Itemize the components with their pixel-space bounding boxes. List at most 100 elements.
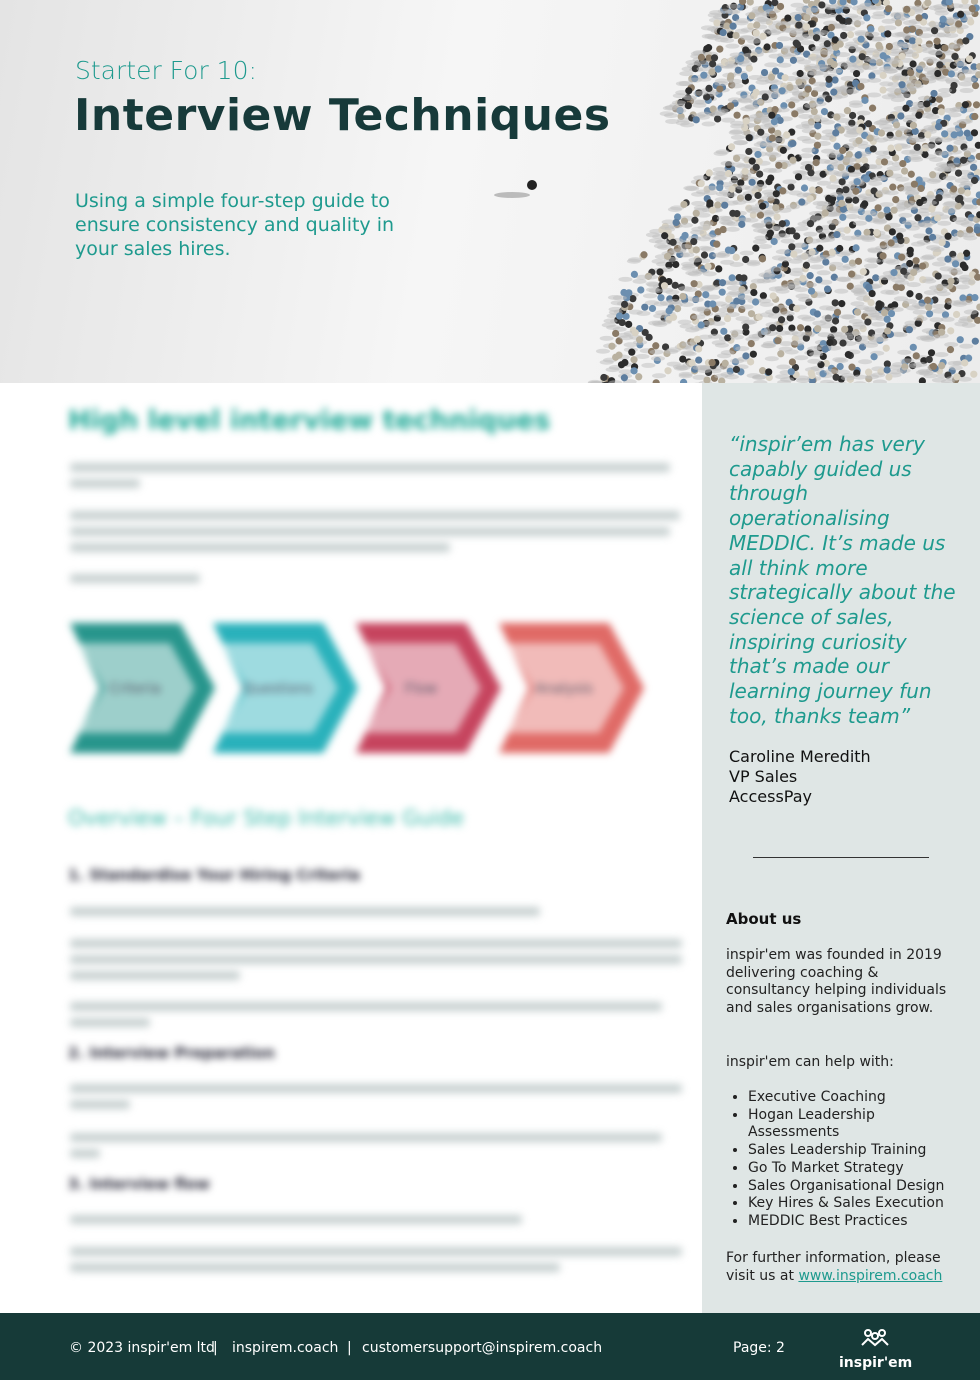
crowd-person bbox=[783, 131, 791, 139]
crowd-shadow bbox=[628, 309, 643, 315]
crowd-shadow bbox=[872, 11, 887, 17]
crowd-shadow bbox=[882, 136, 897, 142]
crowd-person bbox=[859, 268, 867, 276]
crowd-person bbox=[974, 273, 980, 281]
crowd-shadow bbox=[727, 280, 742, 286]
crowd-shadow bbox=[820, 119, 835, 125]
crowd-shadow bbox=[800, 161, 815, 167]
crowd-person bbox=[742, 352, 750, 360]
crowd-shadow bbox=[827, 4, 842, 10]
crowd-person bbox=[918, 377, 926, 383]
crowd-person bbox=[912, 352, 920, 360]
crowd-shadow bbox=[949, 43, 964, 49]
crowd-shadow bbox=[931, 308, 946, 314]
crowd-shadow bbox=[949, 107, 964, 113]
crowd-shadow bbox=[608, 306, 623, 312]
crowd-shadow bbox=[821, 314, 836, 320]
crowd-person bbox=[830, 60, 838, 69]
crowd-person bbox=[680, 200, 688, 209]
crowd-shadow bbox=[863, 306, 878, 312]
author-company: AccessPay bbox=[729, 787, 812, 806]
crowd-person bbox=[706, 199, 714, 207]
crowd-shadow bbox=[958, 182, 973, 188]
crowd-person bbox=[900, 267, 908, 275]
crowd-person bbox=[813, 141, 822, 149]
crowd-shadow bbox=[940, 379, 955, 383]
crowd-shadow bbox=[946, 127, 961, 133]
crowd-person bbox=[720, 327, 728, 335]
crowd-person bbox=[771, 0, 779, 7]
crowd-person bbox=[831, 76, 839, 84]
crowd-shadow bbox=[807, 70, 822, 76]
crowd-person bbox=[951, 260, 960, 268]
crowd-person bbox=[745, 147, 753, 156]
crowd-shadow bbox=[605, 367, 620, 373]
crowd-person bbox=[833, 113, 841, 121]
crowd-shadow bbox=[603, 318, 618, 324]
crowd-person bbox=[966, 226, 974, 234]
crowd-shadow bbox=[780, 238, 795, 244]
crowd-shadow bbox=[959, 343, 974, 349]
crowd-person bbox=[859, 165, 867, 174]
crowd-person bbox=[915, 46, 923, 54]
crowd-shadow bbox=[755, 79, 770, 85]
crowd-shadow bbox=[644, 274, 659, 280]
blurred-line bbox=[70, 907, 540, 916]
crowd-person bbox=[737, 55, 745, 63]
crowd-shadow bbox=[876, 155, 891, 161]
crowd-person bbox=[679, 355, 687, 363]
crowd-shadow bbox=[793, 242, 808, 248]
crowd-shadow bbox=[882, 25, 897, 31]
crowd-shadow bbox=[665, 289, 680, 295]
crowd-person bbox=[748, 12, 756, 20]
about-text: inspir'em was founded in 2019 delivering… bbox=[726, 947, 947, 1017]
crowd-shadow bbox=[812, 86, 827, 92]
crowd-person bbox=[674, 213, 682, 221]
crowd-person bbox=[802, 261, 811, 269]
crowd-shadow bbox=[700, 25, 715, 31]
crowd-person bbox=[637, 286, 645, 294]
title: Interview Techniques bbox=[74, 90, 611, 141]
crowd-shadow bbox=[836, 369, 851, 375]
crowd-person bbox=[617, 361, 626, 369]
crowd-shadow bbox=[725, 226, 740, 232]
crowd-shadow bbox=[959, 88, 974, 94]
crowd-person bbox=[777, 350, 785, 358]
crowd-person bbox=[857, 35, 865, 43]
crowd-shadow bbox=[776, 233, 791, 239]
crowd-shadow bbox=[841, 314, 856, 320]
crowd-person bbox=[934, 272, 942, 280]
crowd-person bbox=[714, 65, 722, 73]
crowd-shadow bbox=[712, 167, 727, 173]
crowd-shadow bbox=[701, 320, 716, 326]
website-link[interactable]: www.inspirem.coach bbox=[798, 1267, 943, 1284]
crowd-person bbox=[865, 214, 873, 222]
crowd-person bbox=[729, 22, 737, 30]
crowd-shadow bbox=[784, 51, 799, 57]
crowd-shadow bbox=[796, 254, 811, 260]
crowd-person bbox=[839, 339, 847, 347]
crowd-person bbox=[763, 43, 771, 51]
crowd-person bbox=[692, 209, 700, 217]
crowd-person bbox=[794, 173, 803, 181]
crowd-shadow bbox=[809, 351, 824, 357]
crowd-shadow bbox=[702, 234, 717, 240]
crowd-shadow bbox=[682, 263, 697, 269]
crowd-person bbox=[831, 317, 840, 325]
crowd-person bbox=[833, 142, 841, 150]
crowd-person bbox=[768, 111, 776, 119]
crowd-person bbox=[759, 367, 767, 375]
crowd-shadow bbox=[764, 8, 779, 14]
crowd-person bbox=[728, 185, 736, 193]
crowd-person bbox=[956, 252, 965, 260]
blurred-line bbox=[70, 463, 670, 472]
crowd-shadow bbox=[749, 99, 764, 105]
crowd-shadow bbox=[747, 38, 762, 44]
crowd-shadow bbox=[871, 321, 886, 327]
crowd-shadow bbox=[842, 157, 857, 163]
crowd-shadow bbox=[871, 372, 886, 378]
crowd-shadow bbox=[825, 205, 840, 211]
crowd-person bbox=[879, 86, 887, 94]
logo-icon bbox=[861, 1329, 889, 1347]
crowd-shadow bbox=[923, 67, 938, 73]
